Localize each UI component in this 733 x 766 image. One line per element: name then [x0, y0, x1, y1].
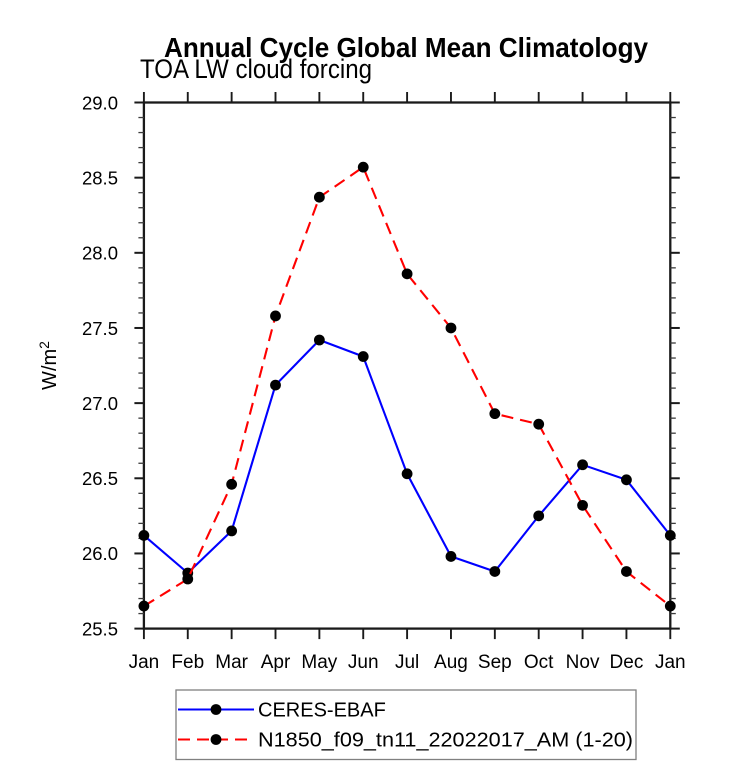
data-point-n1850-f09-tn11-22022017-am-1-20: [533, 418, 545, 430]
y-axis-label-superscript: 2: [36, 341, 52, 349]
month-label: Sep: [478, 652, 512, 673]
y-tick-label: 25.5: [82, 618, 118, 639]
data-point-n1850-f09-tn11-22022017-am-1-20: [445, 322, 457, 334]
data-point-ceres-ebaf: [445, 551, 457, 562]
series-layer: [138, 161, 676, 612]
legend-marker: [210, 734, 222, 745]
month-label: Jan: [655, 652, 686, 673]
y-axis-label-base: W/m: [39, 349, 61, 390]
month-label: Apr: [261, 652, 291, 673]
data-point-ceres-ebaf: [270, 379, 281, 391]
data-point-ceres-ebaf: [138, 530, 150, 541]
chart-subtitle: TOA LW cloud forcing: [140, 54, 372, 84]
month-label: Aug: [434, 652, 468, 673]
data-point-n1850-f09-tn11-22022017-am-1-20: [489, 408, 501, 420]
data-point-n1850-f09-tn11-22022017-am-1-20: [621, 566, 632, 577]
month-label: Feb: [171, 652, 204, 673]
y-tick-label: 28.0: [82, 243, 118, 264]
month-label: Nov: [566, 652, 600, 673]
plot-frame: [142, 101, 672, 630]
month-label: May: [301, 652, 337, 673]
data-point-ceres-ebaf: [489, 566, 501, 577]
legend: CERES-EBAF N1850_f09_tn11_22022017_AM (1-…: [175, 689, 637, 761]
data-point-ceres-ebaf: [664, 530, 676, 541]
data-point-n1850-f09-tn11-22022017-am-1-20: [226, 478, 238, 490]
data-point-n1850-f09-tn11-22022017-am-1-20: [401, 268, 413, 280]
month-label: Jun: [348, 652, 379, 673]
y-tick-label: 27.5: [82, 318, 118, 339]
month-label: Dec: [610, 652, 644, 673]
legend-label: N1850_f09_tn11_22022017_AM (1-20): [258, 730, 633, 752]
data-point-ceres-ebaf: [577, 459, 588, 471]
data-point-n1850-f09-tn11-22022017-am-1-20: [182, 573, 194, 585]
data-point-n1850-f09-tn11-22022017-am-1-20: [138, 600, 150, 612]
data-point-ceres-ebaf: [357, 351, 369, 362]
y-tick-label: 28.5: [82, 167, 118, 188]
axes-layer: 25.5 26.0 26.5 27.0 27.5 28.0 28.5 29.0 Jan Feb Ma…: [82, 92, 686, 673]
data-point-n1850-f09-tn11-22022017-am-1-20: [357, 161, 369, 173]
data-point-n1850-f09-tn11-22022017-am-1-20: [664, 600, 676, 612]
y-tick-label: 26.0: [82, 543, 118, 564]
data-point-n1850-f09-tn11-22022017-am-1-20: [270, 310, 281, 322]
data-point-ceres-ebaf: [226, 525, 238, 537]
month-label: Jul: [395, 652, 419, 673]
y-tick-label: 27.0: [82, 393, 118, 414]
month-label: Jan: [129, 652, 160, 673]
data-point-ceres-ebaf: [533, 510, 545, 522]
legend-label: CERES-EBAF: [258, 700, 386, 722]
legend-marker: [210, 704, 222, 715]
data-point-ceres-ebaf: [621, 474, 632, 486]
data-point-n1850-f09-tn11-22022017-am-1-20: [313, 191, 325, 203]
month-label: Oct: [524, 652, 554, 673]
legend-box: [175, 689, 637, 761]
y-axis-label: W/m2: [36, 341, 61, 390]
data-point-n1850-f09-tn11-22022017-am-1-20: [577, 499, 588, 511]
data-point-ceres-ebaf: [313, 334, 325, 346]
y-tick-label: 29.0: [82, 92, 118, 113]
data-point-ceres-ebaf: [401, 468, 413, 480]
month-label: Mar: [215, 652, 248, 673]
series-line-ceres-ebaf: [143, 338, 672, 575]
chart-title: Annual Cycle Global Mean Climatology: [164, 32, 648, 63]
y-tick-label: 26.5: [82, 468, 118, 489]
